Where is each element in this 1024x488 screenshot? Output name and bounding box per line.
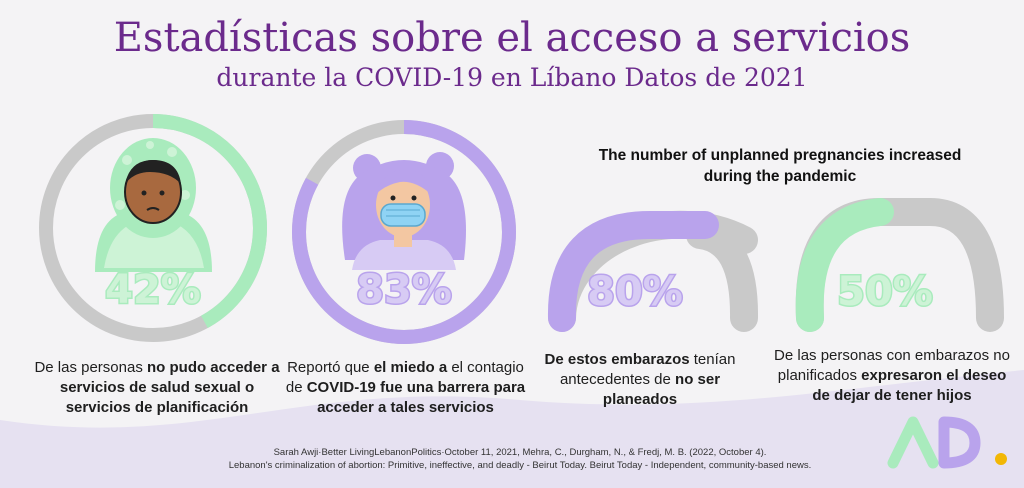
woman-mask-illustration bbox=[342, 152, 466, 270]
stat-value-2: 83% bbox=[356, 267, 452, 313]
source-line-2: Lebanon's criminalization of abortion: P… bbox=[228, 460, 812, 471]
person-hood-illustration bbox=[95, 138, 212, 272]
gauge-progress-80 bbox=[547, 211, 719, 332]
ad-logo bbox=[887, 416, 1007, 469]
stat-value-4: 50% bbox=[837, 269, 933, 315]
gauge-progress-50 bbox=[795, 198, 894, 332]
ring-progress-42 bbox=[39, 114, 267, 342]
source-line-1: Sarah Awji·Better LivingLebanonPolitics·… bbox=[273, 447, 767, 458]
page-subtitle: durante la COVID-19 en Líbano Datos de 2… bbox=[216, 63, 808, 92]
stat-value-3: 80% bbox=[587, 269, 683, 315]
stat-caption-3: De estos embarazos tenían antecedentes d… bbox=[544, 351, 736, 408]
ring-progress-83 bbox=[292, 120, 516, 344]
stat-caption-2: Reportó que el miedo a el contagio de CO… bbox=[285, 359, 526, 416]
page-title: Estadísticas sobre el acceso a servicios bbox=[113, 15, 911, 61]
stat-caption-1: De las personas no pudo acceder a servic… bbox=[34, 359, 280, 416]
stat-value-1: 42% bbox=[105, 267, 201, 313]
source-citation: Sarah Awji·Better LivingLebanonPolitics·… bbox=[140, 446, 900, 472]
gauge-track-3b bbox=[686, 221, 759, 332]
stat-caption-4: De las personas con embarazos no planifi… bbox=[774, 347, 1010, 404]
pregnancy-heading: The number of unplanned pregnancies incr… bbox=[598, 147, 962, 185]
background-wave bbox=[0, 370, 1024, 488]
